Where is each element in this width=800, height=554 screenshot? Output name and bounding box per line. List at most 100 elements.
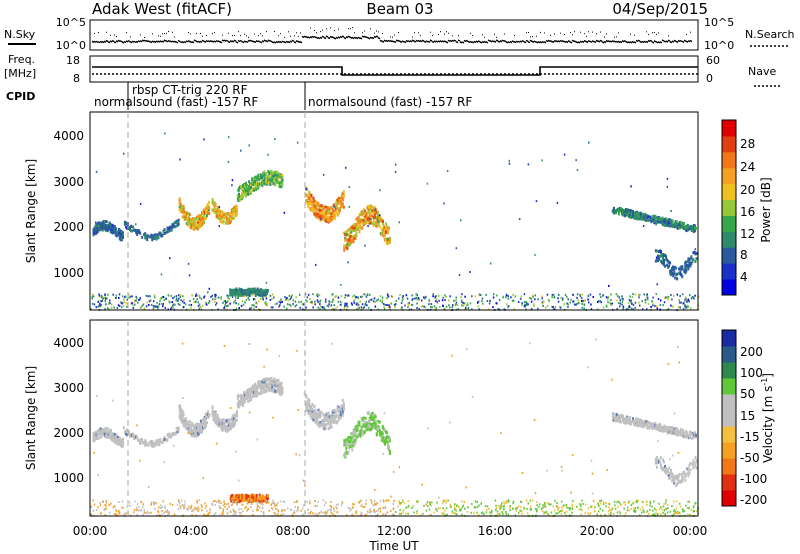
power-point [205, 216, 207, 220]
velocity-point [227, 420, 230, 424]
velocity-point [244, 399, 246, 403]
power-point [655, 219, 658, 223]
nsky-segment [129, 41, 133, 44]
velocity-point [227, 423, 230, 427]
nsky-segment [295, 39, 299, 43]
power-ground-point [305, 306, 307, 309]
power-ground-point [203, 296, 205, 299]
nsearch-point [656, 33, 657, 35]
power-ground-point [617, 302, 620, 305]
power-point [278, 181, 281, 185]
power-ground-point [145, 305, 148, 308]
power-point [229, 215, 232, 219]
power-point [201, 223, 203, 227]
power-point [211, 198, 214, 202]
power-point [684, 262, 687, 266]
velocity-point [180, 417, 183, 421]
velocity-point [671, 429, 674, 433]
power-ground-point [191, 294, 193, 297]
cpid-label: CPID [6, 90, 35, 103]
velocity-point [685, 433, 688, 437]
nave-tick-low: 0 [706, 72, 713, 85]
velocity-point [220, 425, 223, 429]
power-ground-point [357, 304, 359, 307]
power-point [276, 171, 279, 175]
velocity-point [276, 390, 279, 394]
power-ground-point [566, 295, 568, 298]
nsky-segment [489, 40, 493, 43]
power-point [115, 234, 118, 238]
power-point [206, 214, 208, 218]
nsky-segment [291, 39, 295, 42]
velocity-point [255, 384, 258, 388]
power-ground-point [621, 295, 623, 298]
power-point [222, 213, 225, 217]
power-ground-point [386, 297, 388, 300]
power-ground-point [152, 307, 155, 310]
power-ground-point [309, 301, 312, 304]
velocity-point [374, 415, 377, 419]
nsky-segment [127, 39, 131, 43]
power-ground-point [227, 300, 229, 303]
velocity-point [184, 421, 187, 425]
power-ground-point [357, 296, 359, 299]
power-ground-point [301, 303, 304, 306]
velocity-point [208, 413, 211, 416]
nsky-segment [445, 41, 449, 44]
nsky-segment [459, 41, 463, 44]
power-point [365, 212, 368, 216]
velocity-point [334, 410, 337, 414]
power-point [671, 268, 674, 272]
velocity-point [328, 426, 331, 430]
power-ground-point [118, 296, 120, 299]
velocity-point [614, 416, 617, 420]
power-panel [89, 111, 699, 311]
velocity-point [309, 414, 312, 418]
power-noise-point [95, 170, 98, 173]
velocity-point [222, 421, 225, 425]
power-point [687, 267, 690, 271]
power-point [352, 226, 355, 230]
power-ground-point [506, 303, 508, 306]
power-point [338, 202, 341, 205]
velocity-point [116, 438, 119, 441]
nsky-segment [269, 40, 273, 43]
nsearch-point [190, 33, 191, 35]
power-point [242, 191, 244, 195]
velocity-point [684, 478, 687, 482]
power-ground-point [311, 302, 314, 305]
velocity-point [155, 439, 158, 443]
power-point [233, 211, 236, 215]
power-ground-point [101, 295, 104, 298]
power-noise-point [348, 205, 351, 208]
power-ground-point [602, 306, 605, 309]
velocity-point [182, 418, 185, 422]
power-ground-point [400, 308, 402, 311]
velocity-point [256, 390, 259, 394]
power-point [328, 218, 331, 222]
nsky-segment [225, 39, 229, 42]
velocity-point [199, 422, 202, 426]
power-ground-point [401, 306, 403, 309]
power-ground-point [110, 306, 113, 309]
velocity-point [239, 403, 241, 407]
velocity-point [326, 413, 329, 417]
power-point [377, 219, 380, 223]
nsearch-point [458, 35, 459, 37]
nsky-segment [679, 39, 683, 43]
nsky-segment [583, 39, 587, 43]
power-ground-point [449, 306, 451, 309]
velocity-point [121, 440, 124, 443]
nsky-segment [603, 40, 607, 44]
nsky-segment [429, 39, 433, 42]
power-point [199, 223, 202, 227]
power-point [327, 210, 330, 214]
power-point [358, 230, 361, 234]
velocity-point [204, 426, 206, 430]
power-point [665, 255, 668, 259]
power-point [350, 230, 353, 234]
power-point [338, 207, 341, 211]
nsearch-point [536, 35, 537, 37]
power-ground-point [213, 300, 216, 303]
power-point [163, 228, 166, 232]
